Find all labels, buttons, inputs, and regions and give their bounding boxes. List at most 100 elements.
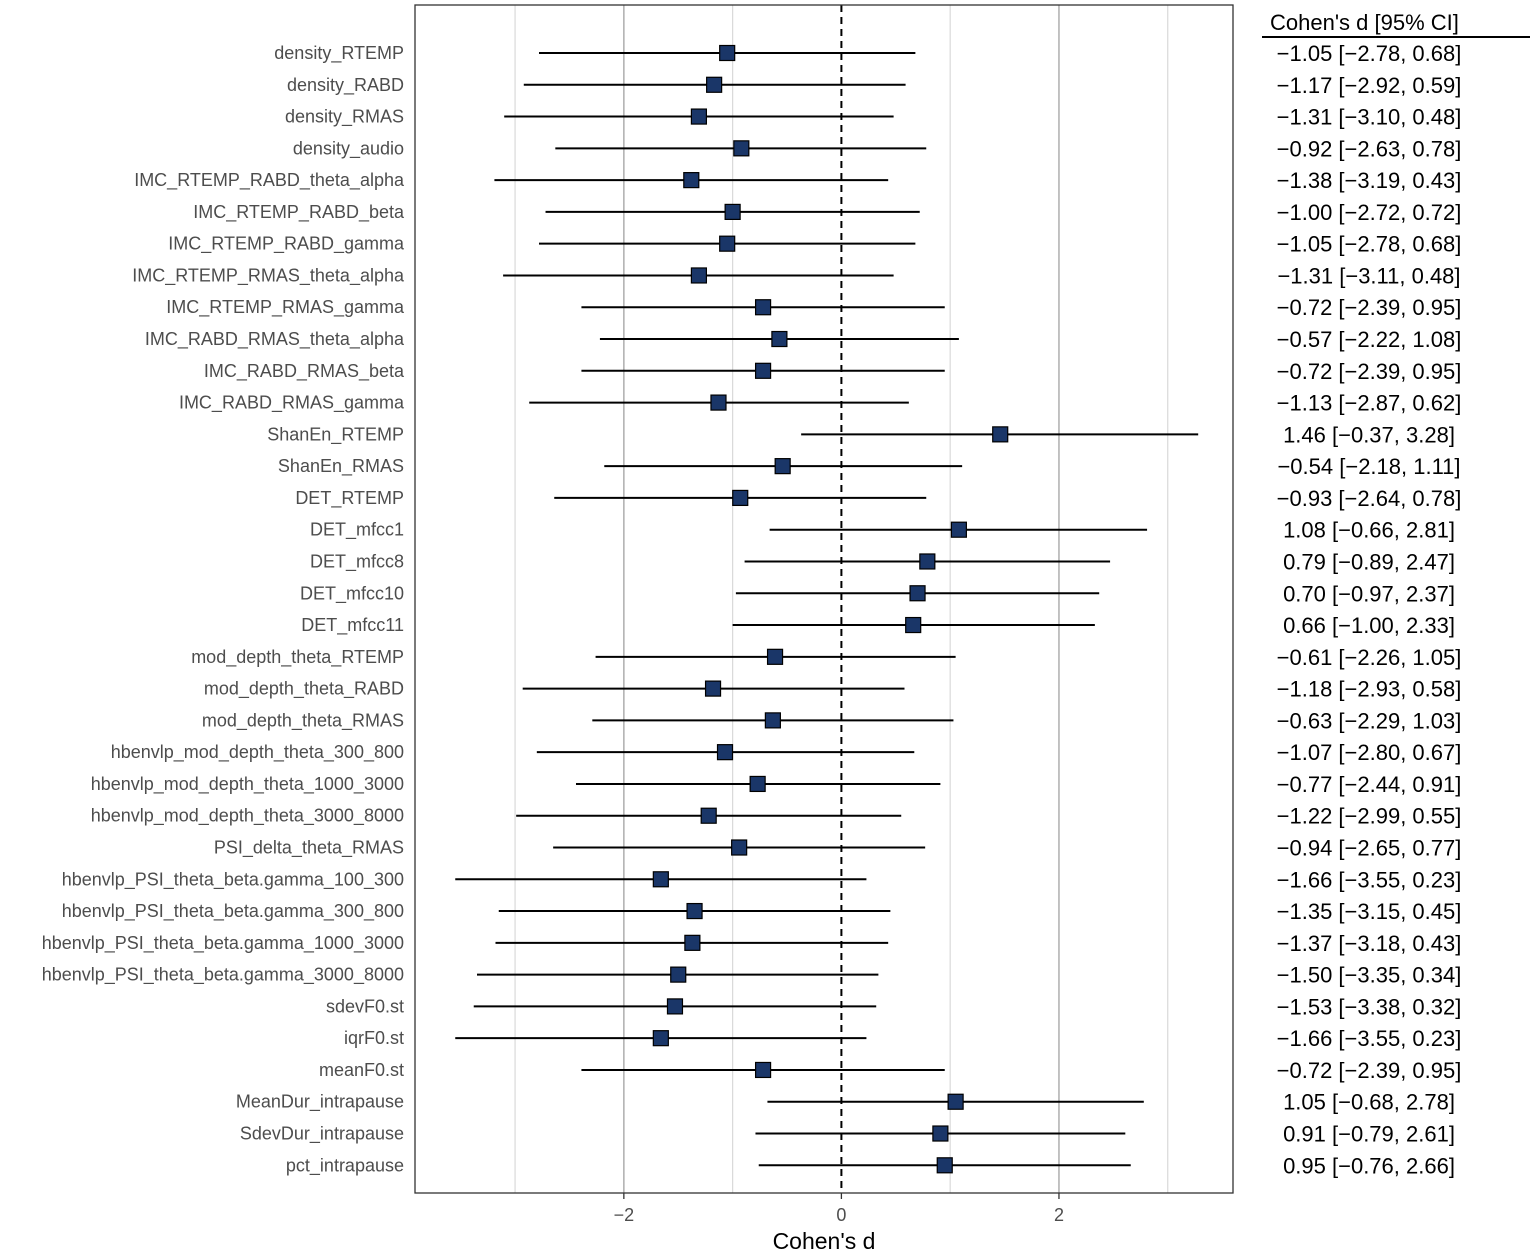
row-label: DET_mfcc8 [310, 551, 404, 572]
row-label: hbenvlp_mod_depth_theta_1000_3000 [91, 774, 404, 795]
ci-value-text: 1.46 [−0.37, 3.28] [1283, 422, 1455, 447]
ci-value-text: −1.53 [−3.38, 0.32] [1277, 994, 1462, 1019]
effect-marker [666, 998, 684, 1015]
row-label: hbenvlp_PSI_theta_beta.gamma_300_800 [62, 901, 404, 922]
ci-value-text: −1.18 [−2.93, 0.58] [1277, 677, 1462, 702]
table-header: Cohen's d [95% CI] [1270, 10, 1459, 35]
row-label: IMC_RTEMP_RMAS_gamma [166, 297, 405, 318]
ci-value-text: 0.70 [−0.97, 2.37] [1283, 581, 1455, 606]
effect-marker [732, 489, 749, 507]
x-tick-label: 0 [836, 1205, 846, 1225]
ci-value-text: −1.66 [−3.55, 0.23] [1277, 867, 1462, 892]
row-label: hbenvlp_mod_depth_theta_300_800 [111, 742, 404, 763]
effect-marker [706, 76, 723, 93]
effect-marker [733, 140, 750, 157]
effect-marker [754, 362, 772, 379]
row-label: density_RMAS [285, 107, 404, 128]
ci-value-text: −1.31 [−3.11, 0.48] [1277, 263, 1460, 288]
effect-marker [700, 807, 717, 824]
effect-marker [683, 172, 700, 189]
row-label: sdevF0.st [326, 996, 404, 1016]
ci-value-text: 1.05 [−0.68, 2.78] [1283, 1090, 1455, 1115]
effect-marker [670, 966, 687, 983]
effect-marker [774, 458, 791, 475]
effect-marker [905, 616, 922, 634]
row-label: hbenvlp_PSI_theta_beta.gamma_3000_8000 [42, 965, 404, 986]
effect-marker [950, 521, 967, 538]
effect-marker [749, 775, 766, 793]
ci-value-text: −1.37 [−3.18, 0.43] [1277, 931, 1462, 956]
effect-marker [932, 1125, 949, 1142]
row-label: IMC_RABD_RMAS_gamma [179, 393, 405, 414]
row-label: IMC_RABD_RMAS_beta [204, 361, 405, 382]
ci-value-text: −1.38 [−3.19, 0.43] [1277, 168, 1462, 193]
row-label: iqrF0.st [344, 1028, 404, 1048]
x-tick-label: 2 [1054, 1205, 1064, 1225]
ci-value-text: −1.07 [−2.80, 0.67] [1277, 740, 1462, 765]
x-axis-title: Cohen's d [773, 1228, 876, 1254]
ci-value-text: 1.08 [−0.66, 2.81] [1283, 518, 1455, 543]
row-label: hbenvlp_PSI_theta_beta.gamma_1000_3000 [42, 933, 404, 954]
effect-marker [652, 871, 669, 888]
row-label: meanF0.st [319, 1060, 404, 1080]
ci-value-text: −0.72 [−2.39, 0.95] [1277, 1058, 1462, 1083]
row-label: IMC_RTEMP_RABD_theta_alpha [134, 170, 405, 191]
effect-marker [909, 585, 926, 602]
panel-background [415, 5, 1233, 1193]
ci-value-text: −0.61 [−2.26, 1.05] [1277, 645, 1462, 670]
row-label: MeanDur_intrapause [236, 1092, 404, 1113]
effect-marker [704, 680, 722, 697]
row-label: IMC_RTEMP_RABD_beta [193, 202, 405, 223]
effect-marker [686, 902, 703, 920]
ci-value-text: −1.22 [−2.99, 0.55] [1277, 804, 1462, 829]
ci-value-text: −0.94 [−2.65, 0.77] [1277, 836, 1462, 861]
ci-value-text: −1.50 [−3.35, 0.34] [1277, 963, 1462, 988]
effect-marker [690, 108, 708, 125]
ci-table-layer: Cohen's d [95% CI] −1.05 [−2.78, 0.68] −1… [1262, 10, 1530, 1178]
row-label: density_audio [293, 138, 404, 159]
effect-marker [690, 267, 708, 284]
row-label-layer: density_RTEMP density_RABD density_RMASden… [42, 43, 405, 1176]
ci-value-text: −0.72 [−2.39, 0.95] [1277, 295, 1462, 320]
effect-marker [766, 648, 784, 665]
effect-marker [710, 394, 727, 411]
row-label: density_RABD [287, 75, 404, 96]
ci-value-text: −0.92 [−2.63, 0.78] [1277, 136, 1462, 161]
row-label: density_RTEMP [274, 43, 404, 64]
effect-marker [947, 1093, 964, 1110]
row-label: DET_mfcc1 [310, 520, 404, 541]
ci-value-text: −1.66 [−3.55, 0.23] [1277, 1026, 1462, 1051]
ci-value-text: −0.63 [−2.29, 1.03] [1277, 708, 1462, 733]
ci-value-text: −0.93 [−2.64, 0.78] [1277, 486, 1462, 511]
effect-marker [754, 299, 772, 316]
ci-value-text: 0.91 [−0.79, 2.61] [1283, 1122, 1455, 1147]
row-label: DET_mfcc10 [300, 583, 404, 604]
row-label: SdevDur_intrapause [240, 1124, 404, 1145]
ci-value-text: 0.79 [−0.89, 2.47] [1283, 549, 1455, 574]
effect-marker [716, 744, 734, 761]
effect-marker [684, 934, 701, 951]
row-label: mod_depth_theta_RMAS [202, 710, 404, 731]
effect-marker [754, 1061, 772, 1079]
x-axis: −2 0 2 [614, 1193, 1064, 1225]
effect-marker [652, 1030, 669, 1047]
effect-marker [724, 203, 741, 220]
row-label: hbenvlp_mod_depth_theta_3000_8000 [91, 806, 404, 827]
effect-marker [936, 1157, 953, 1174]
panel-border [414, 4, 1234, 1194]
marker-layer [652, 44, 1009, 1174]
effect-marker [719, 235, 736, 252]
ci-value-text: −0.72 [−2.39, 0.95] [1277, 359, 1462, 384]
effect-marker [764, 712, 781, 729]
ci-value-text: −1.35 [−3.15, 0.45] [1277, 899, 1462, 924]
ci-value-text: −1.05 [−2.78, 0.68] [1277, 41, 1462, 66]
row-label: IMC_RTEMP_RMAS_theta_alpha [132, 265, 405, 286]
ci-value-text: −1.13 [−2.87, 0.62] [1277, 391, 1462, 416]
ci-value-text: −1.00 [−2.72, 0.72] [1277, 200, 1462, 225]
row-label: mod_depth_theta_RABD [204, 679, 404, 700]
ci-value-text: −0.54 [−2.18, 1.11] [1277, 454, 1460, 479]
row-label: IMC_RABD_RMAS_theta_alpha [145, 329, 405, 350]
grid-layer [514, 5, 1169, 1193]
effect-marker [771, 330, 788, 348]
